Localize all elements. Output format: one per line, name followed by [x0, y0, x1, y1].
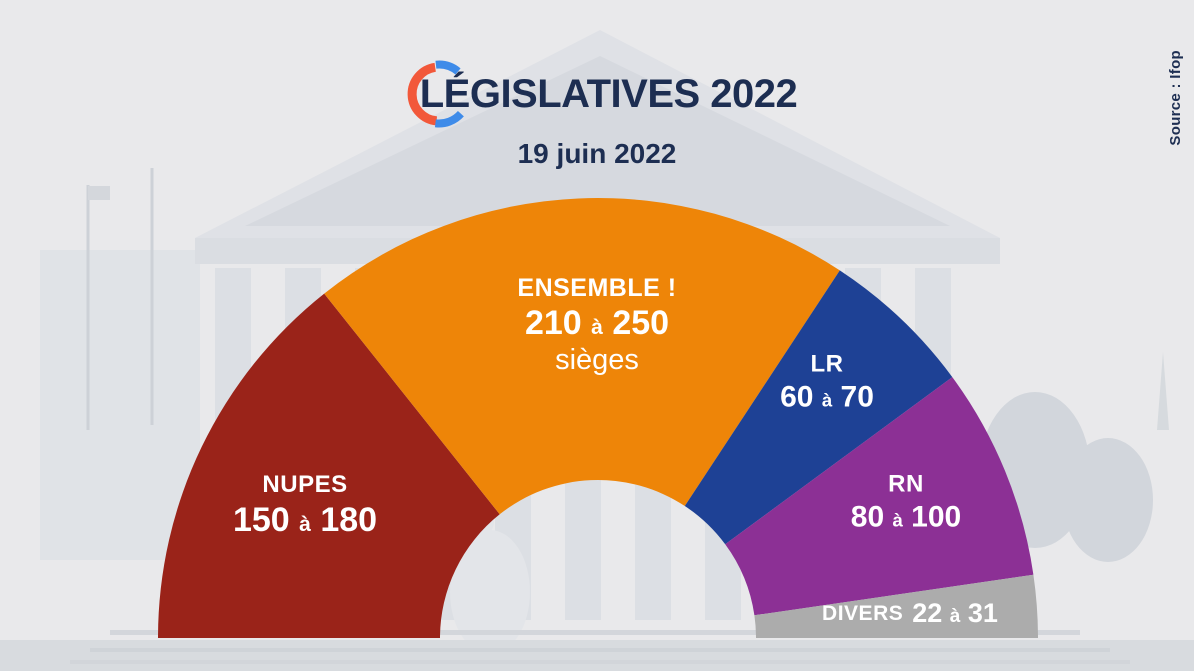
logo-blue-arc-top — [435, 60, 461, 75]
segment-range: 210 à 250 — [517, 303, 676, 344]
wedge-divers — [754, 574, 1038, 638]
segment-name: ENSEMBLE ! — [517, 273, 677, 302]
segment-name: DIVERS — [822, 601, 904, 625]
wedge-rn — [725, 377, 1034, 616]
flag — [88, 186, 110, 200]
segment-label-ensemble: ENSEMBLE ! 210 à 250 sièges — [517, 273, 676, 377]
logo-blue-arc-bottom — [434, 110, 464, 128]
segment-range: 80 à 100 — [851, 499, 961, 535]
wedge-nupes — [158, 293, 500, 638]
steps-texture — [0, 630, 1194, 671]
range-separator: à — [821, 389, 833, 411]
legislatives-logo-icon — [407, 60, 464, 128]
wedge-ensemble — [324, 198, 840, 515]
segment-label-lr: LR 60 à 70 — [780, 351, 874, 416]
segment-label-divers: DIVERS 22 à 31 — [822, 597, 998, 629]
date-subtitle: 19 juin 2022 — [517, 138, 677, 169]
range-max: 100 — [911, 500, 962, 534]
segment-unit: sièges — [555, 343, 639, 376]
range-max: 180 — [320, 501, 378, 539]
segment-label-rn: RN 80 à 100 — [851, 471, 961, 536]
page-title: LÉGISLATIVES 2022 — [419, 71, 798, 116]
flag-poles — [86, 168, 154, 430]
range-min: 22 — [912, 597, 943, 628]
segment-range: 150 à 180 — [233, 500, 377, 541]
range-separator: à — [591, 315, 603, 339]
range-max: 31 — [967, 597, 998, 628]
title-row: LÉGISLATIVES 2022 — [0, 52, 1194, 136]
segment-name: RN — [888, 470, 924, 498]
header: LÉGISLATIVES 2022 19 juin 2022 — [0, 0, 1194, 170]
logo-red-arc — [407, 62, 438, 126]
segment-range: 22 à 31 — [912, 598, 998, 628]
range-separator: à — [299, 513, 311, 536]
eiffel-tower-silhouette — [1157, 352, 1169, 430]
source-credit: Source : Ifop — [1167, 50, 1184, 146]
range-max: 250 — [612, 303, 670, 342]
segment-range: 60 à 70 — [780, 379, 874, 415]
wedge-lr — [684, 270, 953, 545]
range-min: 150 — [232, 501, 290, 539]
building-pediment-relief — [245, 56, 950, 226]
segment-name: NUPES — [262, 471, 348, 499]
range-separator: à — [949, 605, 961, 627]
range-min: 80 — [850, 500, 885, 534]
segment-label-nupes: NUPES 150 à 180 — [233, 471, 377, 541]
range-min: 210 — [524, 303, 582, 342]
building-left-wing — [40, 250, 200, 560]
segment-name: LR — [810, 350, 844, 378]
range-max: 70 — [840, 380, 874, 414]
range-separator: à — [892, 509, 903, 531]
range-min: 60 — [780, 380, 814, 414]
